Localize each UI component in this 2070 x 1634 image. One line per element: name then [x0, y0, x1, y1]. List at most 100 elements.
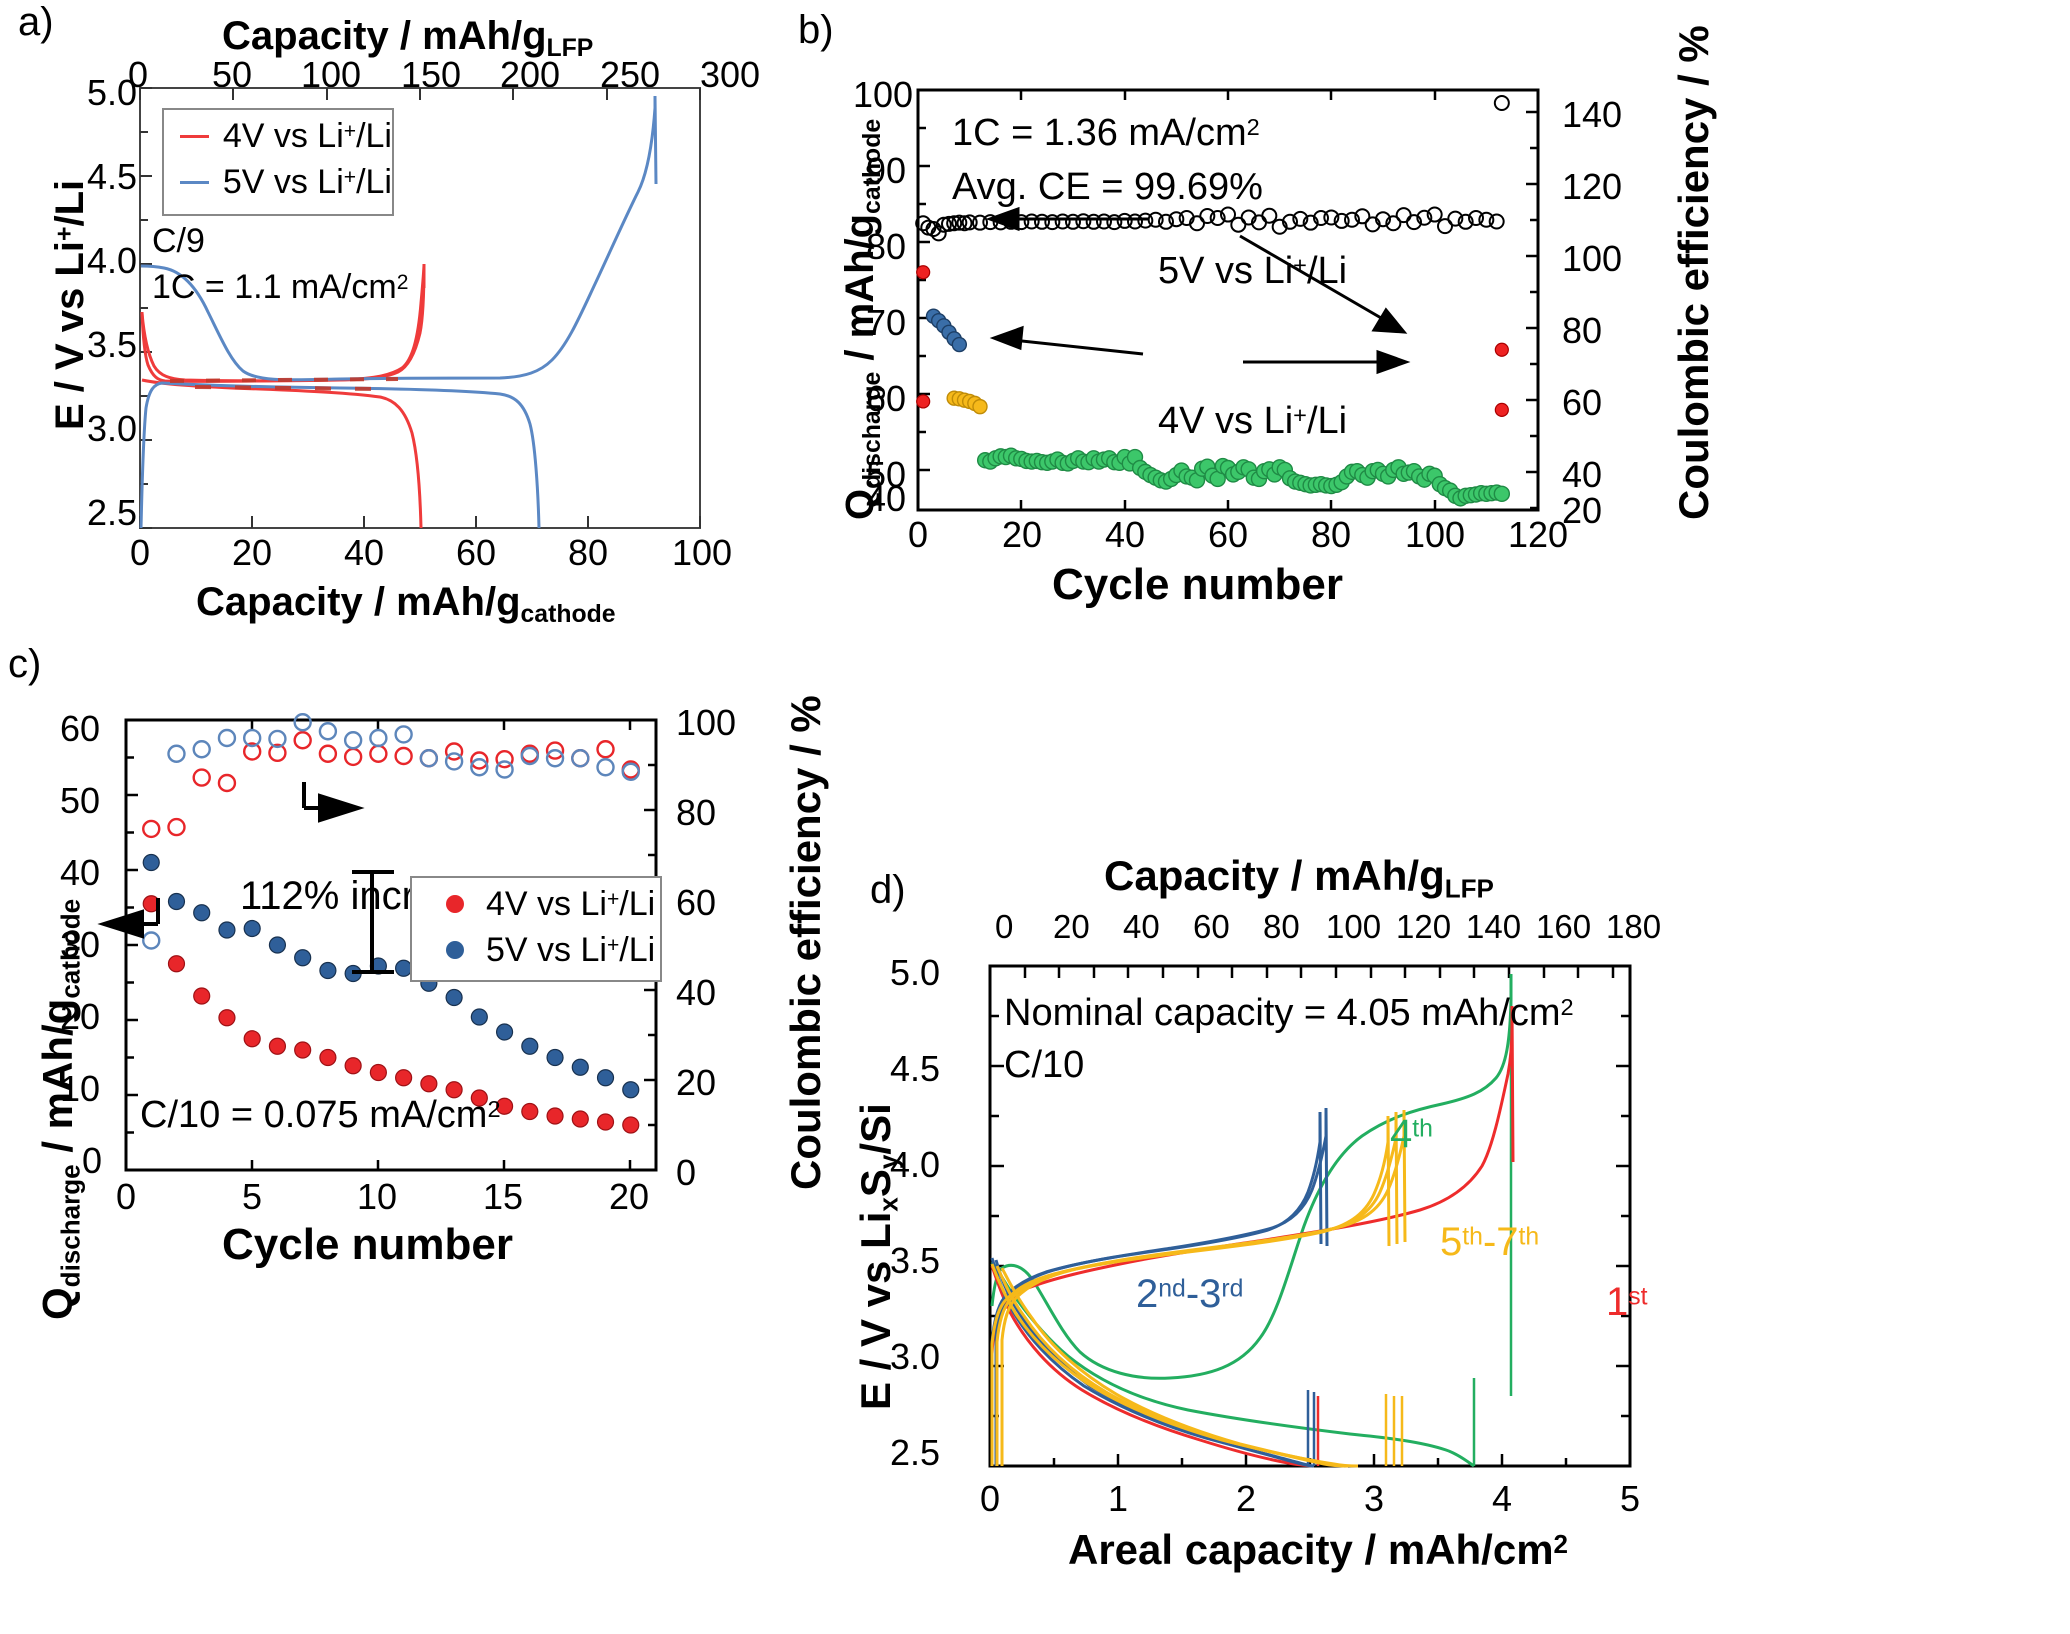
tick: 2.5: [890, 1432, 941, 1473]
tick: 100: [1405, 514, 1466, 555]
panel-b-arrow-label-4v: 4V vs Li+/Li: [1158, 400, 1348, 442]
legend-item-5v: 5V vs Li+/Li: [412, 927, 660, 973]
tick: 80: [568, 532, 609, 573]
tick: 4.0: [890, 1144, 941, 1185]
tick: 80: [1263, 908, 1300, 945]
tick: 40: [60, 852, 101, 893]
panel-a-top-axis-title: Capacity / mAh/gLFP: [222, 14, 593, 63]
tick: 140: [1466, 908, 1522, 945]
tick: 50: [60, 780, 101, 821]
panel-a-legend: 4V vs Li+/Li 5V vs Li+/Li: [162, 108, 394, 216]
tick: 5: [1620, 1478, 1641, 1519]
legend-line-5v: [180, 180, 209, 184]
tick: 120: [1508, 514, 1569, 555]
tick: 140: [1562, 94, 1623, 135]
panel-d-bottom-axis-title: Areal capacity / mAh/cm2: [1068, 1526, 1569, 1573]
panel-b-annotation-ce: Avg. CE = 99.69%: [952, 166, 1263, 208]
tick: 4.5: [890, 1048, 941, 1089]
tick: 100: [1326, 908, 1382, 945]
tick: 60: [866, 378, 907, 419]
tick: 70: [866, 302, 907, 343]
tick: 180: [1606, 908, 1662, 945]
legend-line-4v: [180, 134, 209, 138]
legend-dot-5v: [446, 941, 464, 959]
panel-c-legend: 4V vs Li+/Li 5V vs Li+/Li: [410, 876, 662, 982]
tick: 15: [483, 1176, 524, 1217]
panel-d-top-axis-title: Capacity / mAh/gLFP: [1104, 852, 1494, 904]
tick: 0: [980, 1478, 1001, 1519]
panel-a-bottom-axis-title-sub: cathode: [520, 600, 616, 628]
tick: 10: [60, 1068, 101, 1109]
panel-a-annotation-current: 1C = 1.1 mA/cm2: [152, 268, 409, 306]
tick: 3: [1364, 1478, 1385, 1519]
panel-d-plot: [988, 964, 1632, 1468]
tick: 20: [1002, 514, 1043, 555]
tick: 120: [1396, 908, 1452, 945]
tick: 80: [866, 226, 907, 267]
tick: 5: [242, 1176, 263, 1217]
tick: 60: [1193, 908, 1230, 945]
tick: 160: [1536, 908, 1592, 945]
tick: 60: [456, 532, 497, 573]
tick: 2.5: [87, 492, 138, 533]
panel-c-label: c): [8, 642, 42, 686]
tick: 2: [1236, 1478, 1257, 1519]
tick: 100: [1562, 238, 1623, 279]
tick: 40: [1123, 908, 1160, 945]
panel-b: b) Qdischarge / mAh/gcathode 100 90 80 7…: [790, 0, 2070, 620]
tick: 30: [60, 924, 101, 965]
panel-b-plot: [915, 88, 1540, 512]
tick: 80: [1562, 310, 1603, 351]
tick: 40: [1105, 514, 1146, 555]
tick: 3.0: [890, 1336, 941, 1377]
tick: 90: [866, 150, 907, 191]
panel-b-y-right-title: Coulombic efficiency / %: [1670, 25, 1717, 520]
tick: 20: [232, 532, 273, 573]
tick: 0: [128, 54, 149, 95]
panel-b-x-axis-title: Cycle number: [1052, 560, 1343, 609]
legend-label-5v: 5V vs Li+/Li: [222, 162, 392, 201]
tick: 80: [676, 792, 717, 833]
legend-dot-4v: [446, 895, 464, 913]
legend-label-4v: 4V vs Li+/Li: [486, 884, 656, 923]
tick: 20: [1562, 490, 1603, 531]
tick: 3.0: [87, 408, 138, 449]
panel-c-annotation-current: C/10 = 0.075 mA/cm2: [140, 1094, 501, 1136]
tick: 0: [676, 1152, 697, 1193]
tick: 60: [1562, 382, 1603, 423]
panel-d-curve-label-5th-7th: 5th-7th: [1440, 1220, 1540, 1264]
legend-item-4v: 4V vs Li+/Li: [412, 881, 660, 927]
tick: 10: [357, 1176, 398, 1217]
tick: 0: [82, 1140, 103, 1181]
panel-d: d) Capacity / mAh/gLFP 0 20 40 60 80 100…: [790, 620, 2070, 1634]
legend-item-5v: 5V vs Li+/Li: [164, 159, 392, 205]
tick: 300: [700, 54, 761, 95]
panel-d-curve-label-4th: 4th: [1390, 1112, 1433, 1156]
tick: 0: [130, 532, 151, 573]
panel-b-annotation-current: 1C = 1.36 mA/cm2: [952, 112, 1260, 154]
tick: 4.5: [87, 156, 138, 197]
panel-d-top-axis-title-sub: LFP: [1444, 873, 1494, 904]
tick: 40: [676, 972, 717, 1013]
tick: 80: [1311, 514, 1352, 555]
tick: 5.0: [890, 952, 941, 993]
tick: 20: [1053, 908, 1090, 945]
tick: 3.5: [890, 1240, 941, 1281]
panel-d-curve-label-1st: 1st: [1606, 1280, 1648, 1324]
tick: 4: [1492, 1478, 1513, 1519]
tick: 20: [60, 996, 101, 1037]
panel-b-label: b): [798, 8, 834, 52]
panel-a-y-axis-title: E / V vs Li+/Li: [48, 179, 92, 430]
panel-b-arrow-label-5v: 5V vs Li+/Li: [1158, 250, 1348, 292]
tick: 0: [116, 1176, 137, 1217]
panel-d-annotation-rate: C/10: [1004, 1044, 1085, 1086]
tick: 40: [1562, 454, 1603, 495]
tick: 1: [1108, 1478, 1129, 1519]
panel-c: c) Qdischarge / mAh/gcathode 60 50 40 30…: [0, 620, 829, 1634]
tick: 60: [676, 882, 717, 923]
panel-c-x-axis-title: Cycle number: [222, 1220, 513, 1269]
tick: 100: [676, 702, 737, 743]
legend-label-5v: 5V vs Li+/Li: [486, 930, 656, 969]
tick: 100: [672, 532, 733, 573]
panel-d-y-axis-title: E / V vs LixSy/Si: [852, 1103, 904, 1410]
